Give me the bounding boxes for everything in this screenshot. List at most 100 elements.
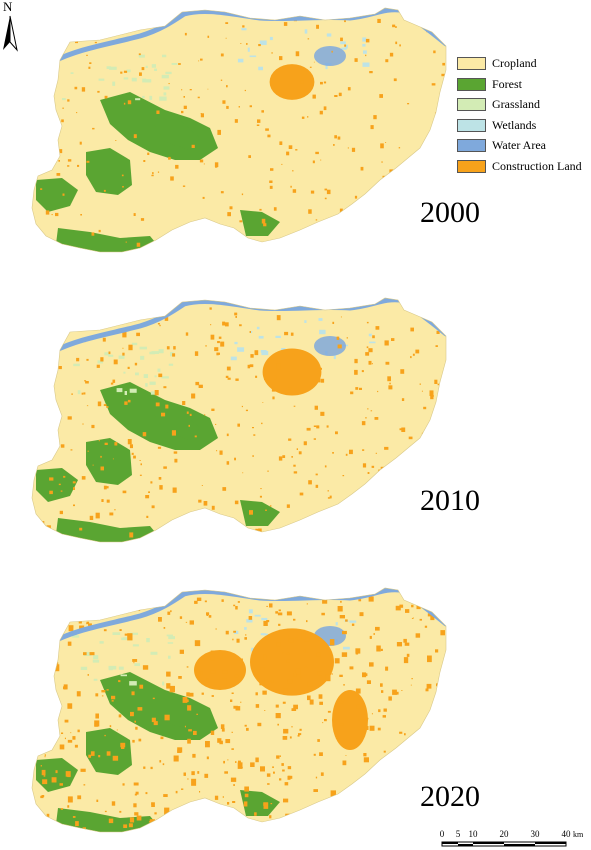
settlement-patch — [258, 44, 261, 47]
wetland-patch — [333, 355, 336, 360]
settlement-patch — [271, 387, 276, 392]
settlement-patch — [192, 824, 198, 828]
settlement-patch — [345, 453, 348, 456]
settlement-patch — [181, 788, 184, 790]
settlement-patch — [395, 41, 398, 45]
settlement-patch — [293, 464, 296, 467]
grassland-patch — [171, 63, 178, 65]
grassland-patch — [108, 354, 114, 357]
settlement-patch — [214, 820, 217, 823]
settlement-patch — [247, 364, 251, 369]
settlement-patch — [430, 820, 433, 824]
forest-patch — [56, 808, 160, 832]
grassland-patch — [120, 674, 127, 677]
settlement-patch — [401, 398, 405, 401]
settlement-patch — [415, 18, 419, 22]
settlement-patch — [327, 497, 331, 499]
settlement-patch — [316, 425, 320, 429]
settlement-patch — [411, 188, 415, 192]
settlement-patch — [225, 22, 229, 24]
settlement-patch — [101, 690, 106, 693]
settlement-patch — [295, 637, 298, 640]
settlement-patch — [384, 446, 389, 450]
settlement-patch — [91, 232, 95, 236]
settlement-patch — [403, 638, 407, 643]
settlement-patch — [287, 680, 289, 681]
settlement-patch — [269, 185, 273, 189]
settlement-patch — [303, 441, 307, 446]
map-2020 — [31, 587, 447, 833]
settlement-patch — [181, 110, 184, 114]
grassland-patch — [134, 663, 140, 666]
settlement-patch — [437, 383, 440, 386]
settlement-patch — [385, 142, 387, 143]
settlement-patch — [335, 224, 339, 230]
grassland-patch — [106, 66, 111, 69]
wetland-patch — [260, 350, 267, 353]
grassland-patch — [170, 352, 174, 357]
settlement-patch — [170, 176, 174, 181]
settlement-patch — [322, 722, 324, 724]
settlement-patch — [79, 609, 83, 612]
grassland-patch — [163, 92, 167, 96]
settlement-patch — [40, 45, 43, 47]
settlement-patch — [86, 622, 88, 625]
settlement-patch — [82, 423, 84, 425]
settlement-patch — [77, 795, 82, 800]
settlement-patch — [106, 499, 110, 503]
settlement-patch — [195, 381, 200, 386]
settlement-patch — [435, 172, 438, 175]
grassland-patch — [92, 659, 100, 663]
settlement-patch — [54, 411, 59, 417]
settlement-patch — [313, 425, 317, 427]
settlement-patch — [205, 741, 210, 748]
wetland-patch — [234, 630, 239, 634]
settlement-patch — [428, 20, 432, 24]
settlement-patch — [255, 375, 258, 378]
settlement-patch — [201, 692, 204, 695]
settlement-patch — [207, 88, 209, 90]
wetland-patch — [237, 347, 245, 352]
settlement-patch — [196, 597, 202, 601]
settlement-patch — [211, 408, 215, 411]
forest-patch — [86, 148, 132, 195]
settlement-patch — [143, 766, 146, 769]
settlement-patch — [410, 204, 414, 208]
settlement-patch — [221, 728, 225, 732]
settlement-patch — [417, 753, 423, 760]
grassland-patch — [118, 355, 125, 359]
settlement-patch — [158, 373, 163, 378]
settlement-patch — [318, 305, 322, 309]
settlement-patch — [320, 244, 324, 249]
water-body — [314, 46, 346, 66]
settlement-patch — [351, 623, 355, 626]
settlement-patch — [304, 354, 307, 356]
wetland-patch — [249, 55, 257, 58]
settlement-patch — [233, 784, 235, 786]
legend-item-water-area: Water Area — [457, 137, 591, 158]
settlement-patch — [86, 160, 90, 163]
settlement-patch — [331, 673, 333, 675]
settlement-patch — [104, 810, 107, 813]
settlement-patch — [304, 666, 308, 669]
settlement-patch — [409, 776, 411, 778]
settlement-patch — [275, 704, 279, 708]
grassland-patch — [93, 655, 99, 660]
region-boundary — [31, 587, 447, 833]
settlement-patch — [72, 736, 76, 740]
settlement-patch — [375, 510, 378, 513]
wetland-patch — [362, 37, 367, 42]
legend-label-construction-land: Construction Land — [492, 158, 582, 173]
settlement-patch — [435, 603, 439, 607]
settlement-patch — [197, 96, 200, 99]
settlement-patch — [96, 799, 99, 802]
settlement-patch — [139, 474, 142, 476]
settlement-patch — [245, 409, 248, 412]
legend-item-construction-land: Construction Land — [457, 158, 591, 179]
settlement-patch — [420, 178, 422, 180]
settlement-patch — [172, 529, 175, 532]
settlement-patch — [172, 353, 176, 357]
settlement-patch — [275, 240, 278, 242]
settlement-patch — [133, 455, 136, 459]
grassland-patch — [109, 66, 117, 70]
